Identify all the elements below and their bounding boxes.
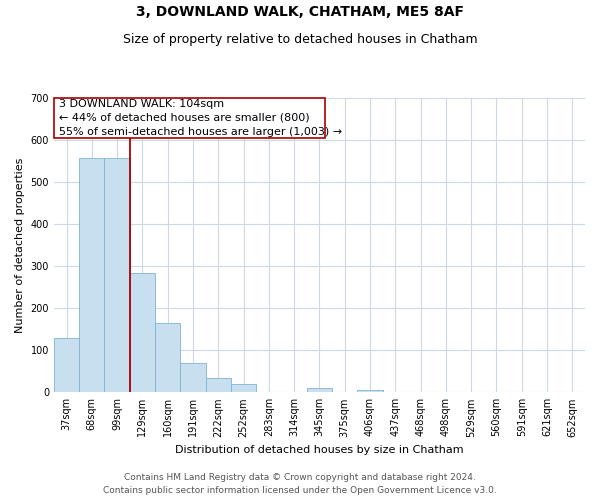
Text: 3 DOWNLAND WALK: 104sqm
← 44% of detached houses are smaller (800)
55% of semi-d: 3 DOWNLAND WALK: 104sqm ← 44% of detache… [59, 99, 342, 137]
Bar [130, 273, 155, 392]
Bar [181, 363, 206, 392]
Text: Size of property relative to detached houses in Chatham: Size of property relative to detached ho… [122, 32, 478, 46]
Bar [54, 98, 325, 138]
Bar [206, 378, 231, 392]
Bar [155, 323, 181, 392]
Bar [54, 338, 79, 392]
Y-axis label: Number of detached properties: Number of detached properties [15, 158, 25, 333]
Bar [358, 390, 383, 392]
X-axis label: Distribution of detached houses by size in Chatham: Distribution of detached houses by size … [175, 445, 464, 455]
Bar [104, 158, 130, 392]
Bar [79, 158, 104, 392]
Bar [307, 388, 332, 392]
Bar [231, 384, 256, 392]
Text: 3, DOWNLAND WALK, CHATHAM, ME5 8AF: 3, DOWNLAND WALK, CHATHAM, ME5 8AF [136, 5, 464, 19]
Text: Contains HM Land Registry data © Crown copyright and database right 2024.
Contai: Contains HM Land Registry data © Crown c… [103, 474, 497, 495]
